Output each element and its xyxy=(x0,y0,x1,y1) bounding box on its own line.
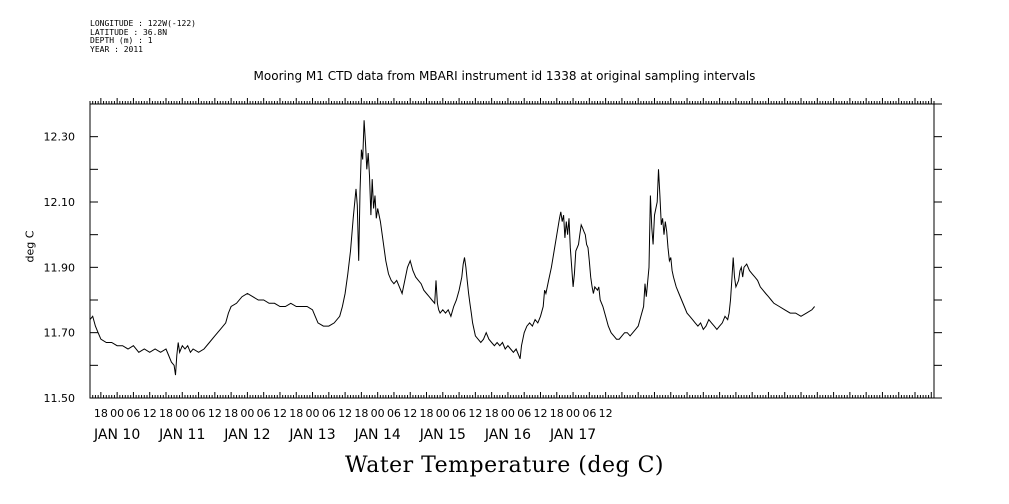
x-day-label: JAN 16 xyxy=(484,427,531,443)
x-tick-label: 18 xyxy=(224,407,238,420)
x-tick-label: 18 xyxy=(420,407,434,420)
x-tick-label: 06 xyxy=(322,407,336,420)
y-tick-label: 11.50 xyxy=(44,392,76,405)
x-tick-label: 12 xyxy=(143,407,157,420)
x-axis-label: Water Temperature (deg C) xyxy=(345,453,664,478)
x-tick-label: 06 xyxy=(387,407,401,420)
meta-longitude: LONGITUDE : 122W(-122) xyxy=(90,19,196,28)
x-tick-label: 12 xyxy=(599,407,613,420)
x-tick-label: 00 xyxy=(240,407,254,420)
y-tick-label: 11.90 xyxy=(44,261,76,274)
x-tick-label: 06 xyxy=(452,407,466,420)
x-tick-label: 00 xyxy=(306,407,320,420)
meta-year: YEAR : 2011 xyxy=(90,44,143,54)
x-tick-label: 18 xyxy=(354,407,368,420)
series-line xyxy=(89,120,815,376)
x-tick-label: 12 xyxy=(533,407,547,420)
y-tick-label: 12.30 xyxy=(44,131,76,144)
x-tick-label: 00 xyxy=(371,407,385,420)
x-tick-label: 12 xyxy=(208,407,222,420)
x-tick-label: 00 xyxy=(110,407,124,420)
x-tick-label: 06 xyxy=(582,407,596,420)
x-tick-label: 18 xyxy=(485,407,499,420)
x-day-label: JAN 17 xyxy=(549,427,596,443)
x-tick-label: 00 xyxy=(175,407,189,420)
plot-frame xyxy=(89,103,935,399)
x-tick-label: 12 xyxy=(273,407,287,420)
x-day-label: JAN 10 xyxy=(93,427,140,443)
y-tick-label: 12.10 xyxy=(44,196,76,209)
x-tick-label: 00 xyxy=(501,407,515,420)
y-tick-label: 11.70 xyxy=(44,327,76,340)
metadata-block: LONGITUDE : 122W(-122) LATITUDE : 36.8N … xyxy=(90,19,196,54)
x-day-label: JAN 13 xyxy=(288,427,335,443)
x-tick-label: 18 xyxy=(159,407,173,420)
x-tick-label: 00 xyxy=(566,407,580,420)
meta-latitude: LATITUDE : 36.8N xyxy=(90,27,168,37)
x-tick-label: 06 xyxy=(517,407,531,420)
x-tick-label: 06 xyxy=(192,407,206,420)
x-tick-label: 12 xyxy=(338,407,352,420)
x-tick-label: 18 xyxy=(289,407,303,420)
x-day-label: JAN 15 xyxy=(419,427,466,443)
x-tick-label: 12 xyxy=(468,407,482,420)
x-day-label: JAN 12 xyxy=(223,427,270,443)
x-tick-label: 06 xyxy=(126,407,140,420)
x-day-label: JAN 14 xyxy=(354,427,401,443)
meta-depth: DEPTH (m) : 1 xyxy=(90,36,153,45)
x-day-label: JAN 11 xyxy=(158,427,205,443)
x-tick-label: 18 xyxy=(550,407,564,420)
x-tick-label: 18 xyxy=(94,407,108,420)
chart-title: Mooring M1 CTD data from MBARI instrumen… xyxy=(253,69,756,83)
x-tick-label: 12 xyxy=(403,407,417,420)
x-tick-label: 00 xyxy=(436,407,450,420)
x-tick-label: 06 xyxy=(257,407,271,420)
